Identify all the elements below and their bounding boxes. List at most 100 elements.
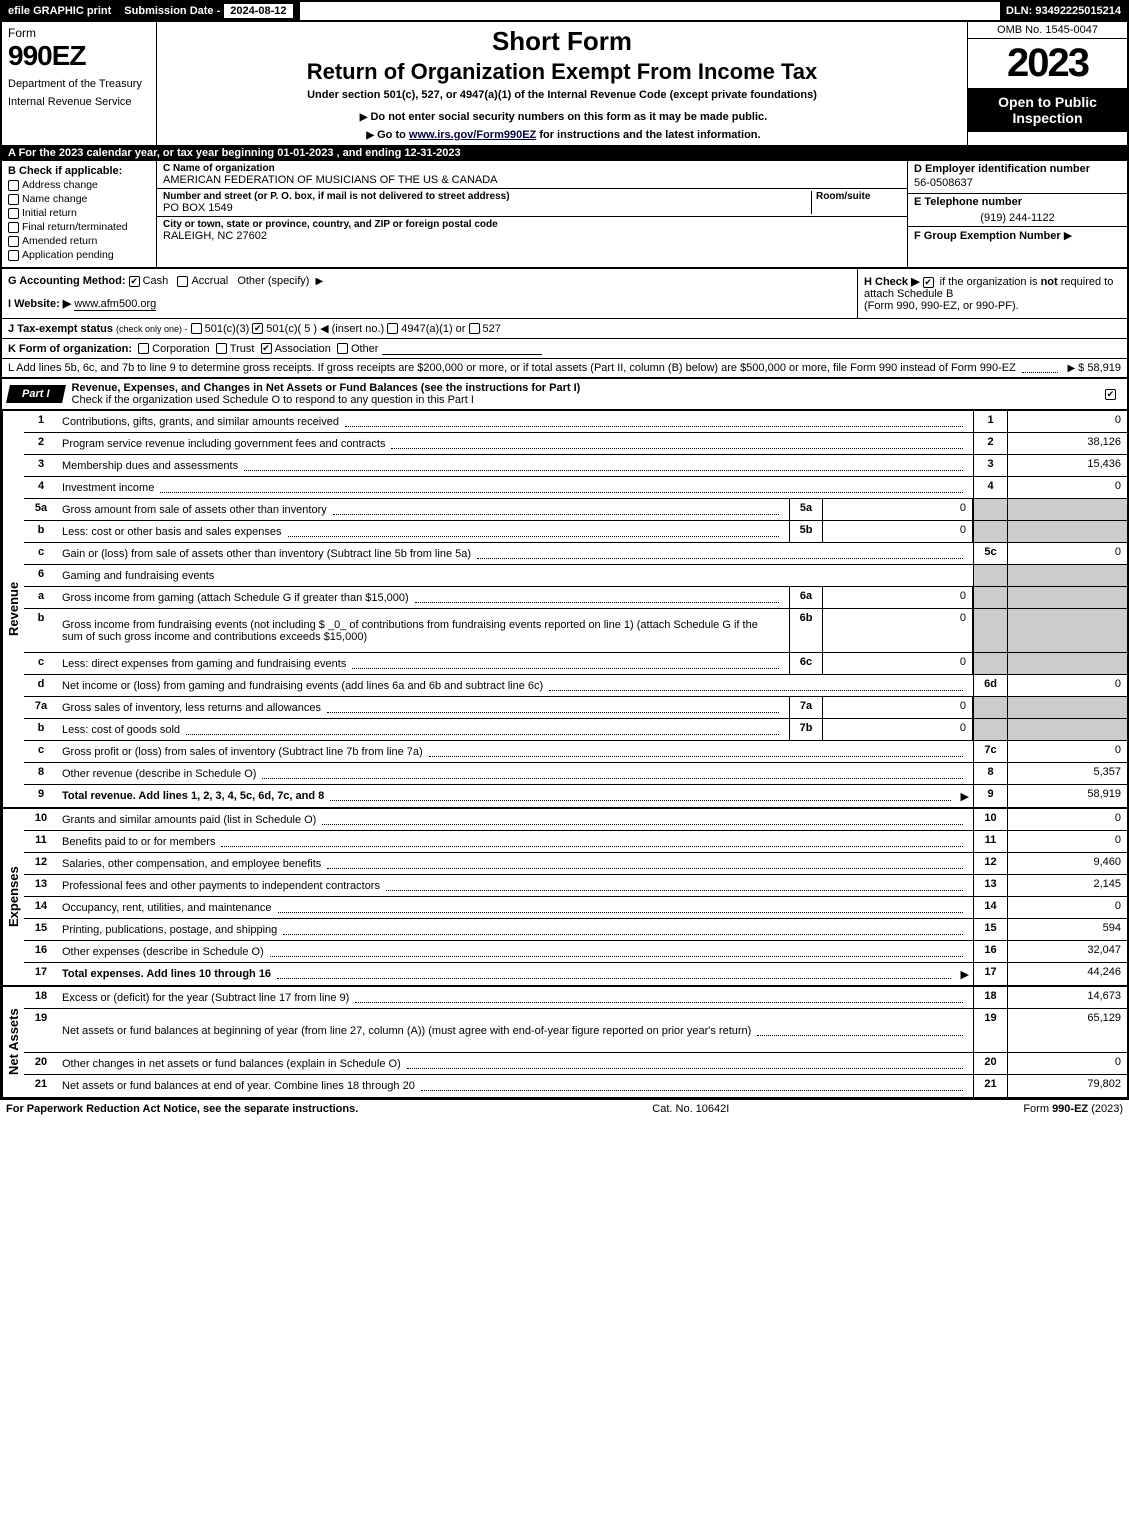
b-opt-address[interactable]: Address change (8, 179, 150, 191)
form-header: Form 990EZ Department of the Treasury In… (0, 22, 1129, 145)
line-desc: Less: cost of goods sold (58, 719, 789, 740)
j-501c3-checkbox[interactable] (191, 323, 202, 334)
right-num: 19 (973, 1009, 1007, 1052)
mid-val: 0 (823, 653, 973, 674)
b-opt-name[interactable]: Name change (8, 193, 150, 205)
netassets-side-label: Net Assets (2, 987, 24, 1097)
line-desc: Program service revenue including govern… (58, 433, 973, 454)
line-num: 16 (24, 941, 58, 962)
right-num: 7c (973, 741, 1007, 762)
mid-val: 0 (823, 499, 973, 520)
right-num (973, 499, 1007, 520)
dln-value: 93492225015214 (1035, 5, 1121, 17)
d-ein-label: D Employer identification number (908, 161, 1127, 177)
right-num: 9 (973, 785, 1007, 807)
expenses-side-label: Expenses (2, 809, 24, 985)
line-num: 6 (24, 565, 58, 586)
mid-num: 7b (789, 719, 823, 740)
line-desc: Membership dues and assessments (58, 455, 973, 476)
mid-val: 0 (823, 697, 973, 718)
line-num: 14 (24, 897, 58, 918)
dept-treasury: Department of the Treasury (8, 78, 150, 90)
part1-tab: Part I (6, 385, 65, 403)
line-desc: Investment income (58, 477, 973, 498)
efile-label[interactable]: efile GRAPHIC print (2, 2, 118, 20)
line-12: 12Salaries, other compensation, and empl… (24, 853, 1127, 875)
right-num (973, 609, 1007, 652)
k-corp-checkbox[interactable] (138, 343, 149, 354)
line-num: c (24, 741, 58, 762)
line-a: aGross income from gaming (attach Schedu… (24, 587, 1127, 609)
b-opt-final[interactable]: Final return/terminated (8, 221, 150, 233)
donot-note: Do not enter social security numbers on … (165, 111, 959, 123)
right-num (973, 521, 1007, 542)
mid-num: 6b (789, 609, 823, 652)
line-num: d (24, 675, 58, 696)
line-6: 6Gaming and fundraising events (24, 565, 1127, 587)
topbar-spacer (300, 2, 1000, 20)
line-num: 2 (24, 433, 58, 454)
right-num: 17 (973, 963, 1007, 985)
e-phone-label: E Telephone number (908, 193, 1127, 210)
mid-num: 6c (789, 653, 823, 674)
right-val (1007, 521, 1127, 542)
line-21: 21Net assets or fund balances at end of … (24, 1075, 1127, 1097)
goto-link[interactable]: www.irs.gov/Form990EZ (409, 129, 536, 141)
line-num: 1 (24, 411, 58, 432)
b-opt-amended[interactable]: Amended return (8, 235, 150, 247)
footer-left: For Paperwork Reduction Act Notice, see … (6, 1103, 358, 1115)
submission-date: Submission Date - 2024-08-12 (118, 2, 299, 20)
line-desc: Other changes in net assets or fund bala… (58, 1053, 973, 1074)
j-501c-checkbox[interactable] (252, 323, 263, 334)
line-num: 17 (24, 963, 58, 985)
c-city-value: RALEIGH, NC 27602 (163, 230, 901, 242)
right-val: 79,802 (1007, 1075, 1127, 1097)
i-website-value[interactable]: www.afm500.org (74, 298, 156, 311)
right-num: 21 (973, 1075, 1007, 1097)
right-num: 6d (973, 675, 1007, 696)
b-opt-pending[interactable]: Application pending (8, 249, 150, 261)
irs-label: Internal Revenue Service (8, 96, 150, 108)
line-4: 4Investment income40 (24, 477, 1127, 499)
b-opt-initial[interactable]: Initial return (8, 207, 150, 219)
right-num (973, 587, 1007, 608)
j-4947-checkbox[interactable] (387, 323, 398, 334)
right-val: 5,357 (1007, 763, 1127, 784)
line-b: bGross income from fundraising events (n… (24, 609, 1127, 653)
k-trust-checkbox[interactable] (216, 343, 227, 354)
right-num: 16 (973, 941, 1007, 962)
line-num: 9 (24, 785, 58, 807)
g-label: G Accounting Method: (8, 275, 126, 287)
k-other-input[interactable] (382, 342, 542, 355)
line-5a: 5aGross amount from sale of assets other… (24, 499, 1127, 521)
revenue-side-label: Revenue (2, 411, 24, 807)
k-other-checkbox[interactable] (337, 343, 348, 354)
line-17: 17Total expenses. Add lines 10 through 1… (24, 963, 1127, 985)
section-b: B Check if applicable: Address change Na… (2, 161, 157, 267)
right-num (973, 719, 1007, 740)
line-desc: Benefits paid to or for members (58, 831, 973, 852)
revenue-table: Revenue 1Contributions, gifts, grants, a… (0, 411, 1129, 809)
line-num: 15 (24, 919, 58, 940)
line-desc: Occupancy, rent, utilities, and maintena… (58, 897, 973, 918)
section-def: D Employer identification number 56-0508… (907, 161, 1127, 267)
c-city-label: City or town, state or province, country… (163, 219, 901, 230)
mid-val: 0 (823, 719, 973, 740)
line-15: 15Printing, publications, postage, and s… (24, 919, 1127, 941)
right-val: 0 (1007, 411, 1127, 432)
right-num: 12 (973, 853, 1007, 874)
c-name-value: AMERICAN FEDERATION OF MUSICIANS OF THE … (163, 174, 901, 186)
dln-label: DLN: (1006, 5, 1032, 17)
line-desc: Printing, publications, postage, and shi… (58, 919, 973, 940)
right-val: 0 (1007, 543, 1127, 564)
line-8: 8Other revenue (describe in Schedule O)8… (24, 763, 1127, 785)
g-accrual-checkbox[interactable] (177, 276, 188, 287)
line-desc: Gross income from fundraising events (no… (58, 609, 789, 652)
g-cash-checkbox[interactable] (129, 276, 140, 287)
k-assoc-checkbox[interactable] (261, 343, 272, 354)
h-checkbox[interactable] (923, 277, 934, 288)
j-527-checkbox[interactable] (469, 323, 480, 334)
right-val: 0 (1007, 477, 1127, 498)
line-desc: Gross profit or (loss) from sales of inv… (58, 741, 973, 762)
part1-schedule-o-checkbox[interactable] (1105, 389, 1116, 400)
